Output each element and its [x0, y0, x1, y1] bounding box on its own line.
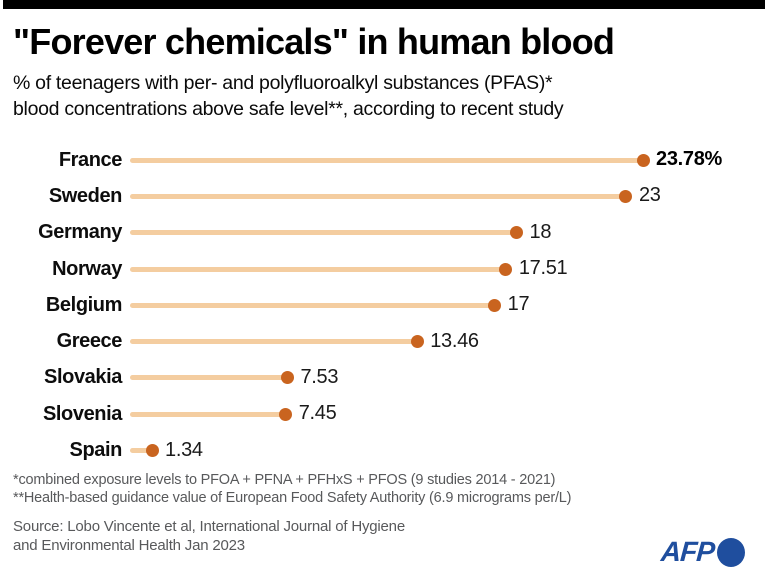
footnotes: *combined exposure levels to PFOA + PFNA… — [13, 471, 571, 507]
lollipop-line — [130, 411, 286, 417]
lollipop-line — [130, 157, 643, 163]
page-title: "Forever chemicals" in human blood — [13, 21, 615, 62]
country-label: Belgium — [45, 293, 123, 316]
chart-row: Slovakia 7.53 — [0, 360, 768, 396]
value-label: 17 — [507, 293, 530, 316]
afp-logo-circle — [717, 537, 745, 567]
lollipop-dot — [279, 407, 293, 421]
chart-row: Greece 13.46 — [0, 323, 768, 359]
footnote-2: **Health-based guidance value of Europea… — [13, 490, 572, 506]
value-label: 23 — [638, 184, 661, 207]
lollipop-dot — [410, 335, 424, 349]
country-label: Slovenia — [42, 402, 122, 425]
lollipop-dot — [510, 226, 524, 240]
value-label: 13.46 — [430, 329, 479, 352]
value-label: 17.51 — [518, 257, 568, 280]
footnote-1: *combined exposure levels to PFOA + PFNA… — [13, 472, 556, 488]
lollipop-track: 13.46 — [130, 323, 768, 359]
subtitle-line-1: % of teenagers with per- and polyfluoroa… — [13, 72, 553, 94]
lollipop-line — [130, 448, 153, 454]
country-label: Germany — [38, 221, 122, 244]
lollipop-dot — [636, 153, 650, 167]
chart-subtitle: % of teenagers with per- and polyfluoroa… — [13, 70, 564, 122]
source-credit: Source: Lobo Vincente et al, Internation… — [13, 518, 405, 555]
lollipop-track: 17 — [130, 287, 768, 323]
lollipop-track: 7.45 — [130, 396, 768, 432]
subtitle-line-2: blood concentrations above safe level**,… — [13, 98, 564, 120]
lollipop-chart: France 23.78% Sweden 23 Germany 18 Norway 17.51… — [0, 142, 768, 469]
value-label: 18 — [529, 220, 552, 243]
lollipop-dot — [619, 189, 633, 203]
chart-row: Norway 17.51 — [0, 251, 768, 287]
lollipop-line — [130, 375, 288, 381]
lollipop-dot — [499, 262, 513, 276]
source-line-1: Source: Lobo Vincente et al, Internation… — [13, 518, 405, 535]
value-label: 23.78% — [656, 148, 723, 171]
value-label: 7.45 — [298, 402, 337, 425]
country-label: Slovakia — [44, 366, 122, 389]
top-rule — [3, 0, 765, 9]
lollipop-dot — [280, 371, 294, 385]
country-label: Spain — [69, 439, 123, 462]
country-label: France — [58, 148, 123, 171]
lollipop-line — [130, 230, 517, 236]
afp-logo-text: AFP — [659, 536, 716, 567]
lollipop-track: 23 — [130, 178, 768, 214]
lollipop-dot — [145, 444, 159, 458]
lollipop-track: 1.34 — [130, 432, 768, 468]
country-label: Greece — [56, 330, 123, 353]
country-label: Sweden — [48, 184, 123, 207]
chart-row: Slovenia 7.45 — [0, 396, 768, 432]
lollipop-track: 18 — [130, 215, 768, 251]
lollipop-track: 17.51 — [130, 251, 768, 287]
afp-logo: AFP — [659, 536, 745, 568]
value-label: 1.34 — [165, 438, 203, 461]
lollipop-line — [130, 339, 418, 345]
lollipop-line — [130, 193, 626, 199]
chart-row: Spain 1.34 — [0, 432, 768, 468]
chart-row: France 23.78% — [0, 142, 768, 178]
chart-row: Germany 18 — [0, 215, 768, 251]
lollipop-line — [130, 266, 506, 272]
value-label: 7.53 — [300, 365, 339, 388]
lollipop-track: 23.78% — [130, 142, 768, 178]
country-label: Norway — [52, 257, 122, 280]
source-line-2: and Environmental Health Jan 2023 — [13, 536, 245, 554]
lollipop-line — [130, 302, 495, 308]
lollipop-dot — [488, 298, 502, 312]
chart-row: Sweden 23 — [0, 178, 768, 214]
lollipop-track: 7.53 — [130, 360, 768, 396]
chart-row: Belgium 17 — [0, 287, 768, 323]
